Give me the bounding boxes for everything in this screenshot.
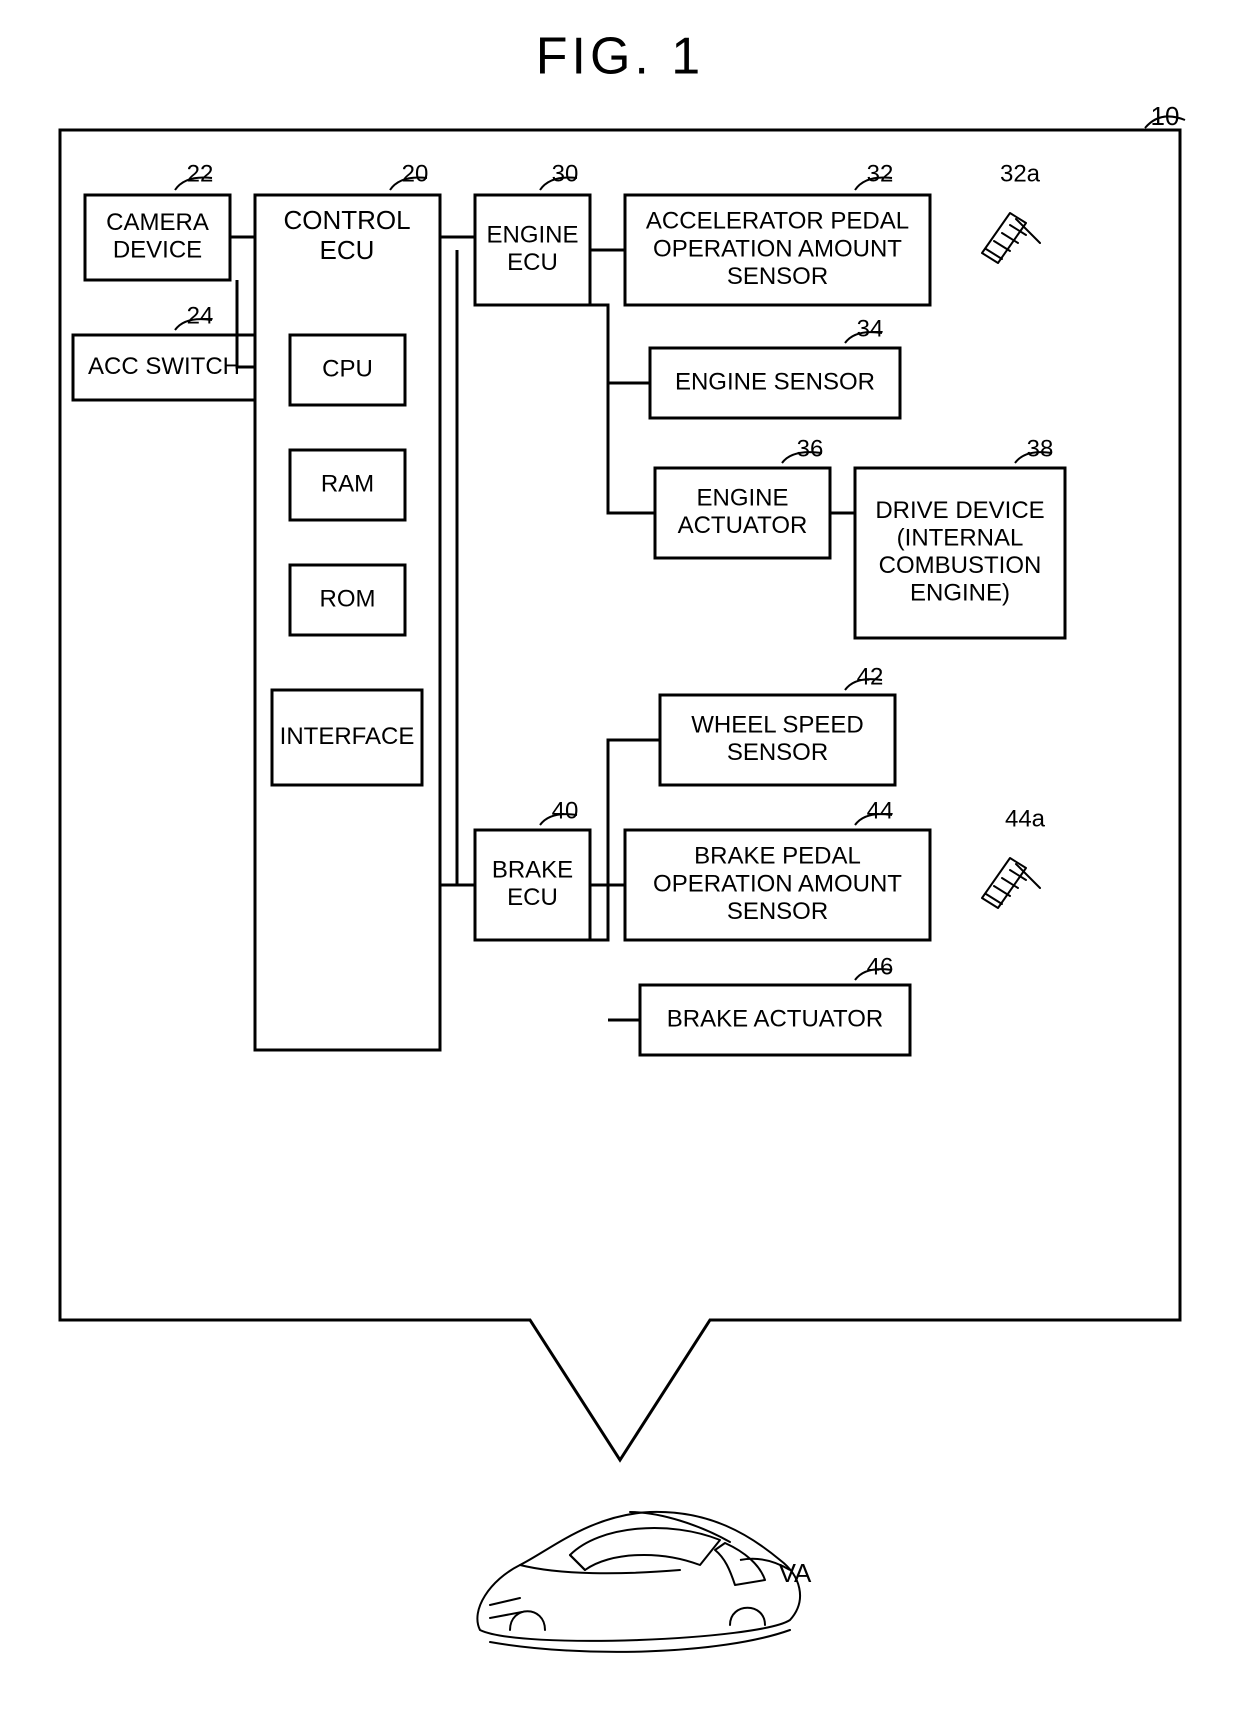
svg-text:OPERATION AMOUNT: OPERATION AMOUNT: [653, 235, 902, 262]
svg-text:46: 46: [867, 953, 894, 980]
svg-text:COMBUSTION: COMBUSTION: [879, 552, 1042, 579]
svg-text:20: 20: [402, 160, 429, 187]
figure-title: FIG. 1: [536, 28, 704, 86]
svg-text:ECU: ECU: [507, 249, 558, 276]
svg-text:32: 32: [867, 160, 894, 187]
svg-text:SENSOR: SENSOR: [727, 898, 828, 925]
svg-text:44a: 44a: [1005, 805, 1046, 832]
svg-text:ENGINE SENSOR: ENGINE SENSOR: [675, 368, 875, 395]
vehicle-icon: [477, 1512, 800, 1652]
svg-text:ROM: ROM: [320, 585, 376, 612]
svg-text:ECU: ECU: [320, 235, 375, 265]
svg-text:BRAKE ACTUATOR: BRAKE ACTUATOR: [667, 1005, 884, 1032]
vehicle-label: VA: [779, 1558, 812, 1588]
svg-text:34: 34: [857, 315, 884, 342]
svg-text:ECU: ECU: [507, 884, 558, 911]
svg-text:36: 36: [797, 435, 824, 462]
svg-text:ACTUATOR: ACTUATOR: [678, 512, 808, 539]
svg-text:DEVICE: DEVICE: [113, 237, 202, 264]
svg-text:INTERFACE: INTERFACE: [280, 723, 415, 750]
svg-text:44: 44: [867, 797, 894, 824]
svg-text:ENGINE: ENGINE: [696, 485, 788, 512]
svg-text:10: 10: [1151, 101, 1180, 131]
svg-text:SENSOR: SENSOR: [727, 263, 828, 290]
svg-text:24: 24: [187, 302, 214, 329]
svg-text:38: 38: [1027, 435, 1054, 462]
svg-text:ENGINE: ENGINE: [486, 222, 578, 249]
svg-text:BRAKE PEDAL: BRAKE PEDAL: [694, 843, 861, 870]
svg-text:BRAKE: BRAKE: [492, 857, 573, 884]
svg-text:CAMERA: CAMERA: [106, 209, 209, 236]
diagram-canvas: FIG. 11020CONTROLECU22CAMERADEVICE24ACC …: [0, 0, 1240, 1719]
svg-text:OPERATION AMOUNT: OPERATION AMOUNT: [653, 870, 902, 897]
svg-text:CONTROL: CONTROL: [283, 205, 410, 235]
svg-text:ACCELERATOR PEDAL: ACCELERATOR PEDAL: [646, 208, 909, 235]
svg-text:ENGINE): ENGINE): [910, 580, 1010, 607]
svg-text:CPU: CPU: [322, 355, 373, 382]
svg-text:DRIVE DEVICE: DRIVE DEVICE: [875, 497, 1044, 524]
svg-text:WHEEL SPEED: WHEEL SPEED: [691, 712, 864, 739]
svg-text:22: 22: [187, 160, 214, 187]
svg-text:42: 42: [857, 663, 884, 690]
svg-text:30: 30: [552, 160, 579, 187]
svg-text:ACC SWITCH: ACC SWITCH: [88, 353, 240, 380]
system-boundary: [60, 130, 1180, 1460]
svg-text:RAM: RAM: [321, 470, 374, 497]
svg-text:40: 40: [552, 797, 579, 824]
svg-text:32a: 32a: [1000, 160, 1041, 187]
svg-text:(INTERNAL: (INTERNAL: [897, 525, 1024, 552]
svg-text:SENSOR: SENSOR: [727, 739, 828, 766]
